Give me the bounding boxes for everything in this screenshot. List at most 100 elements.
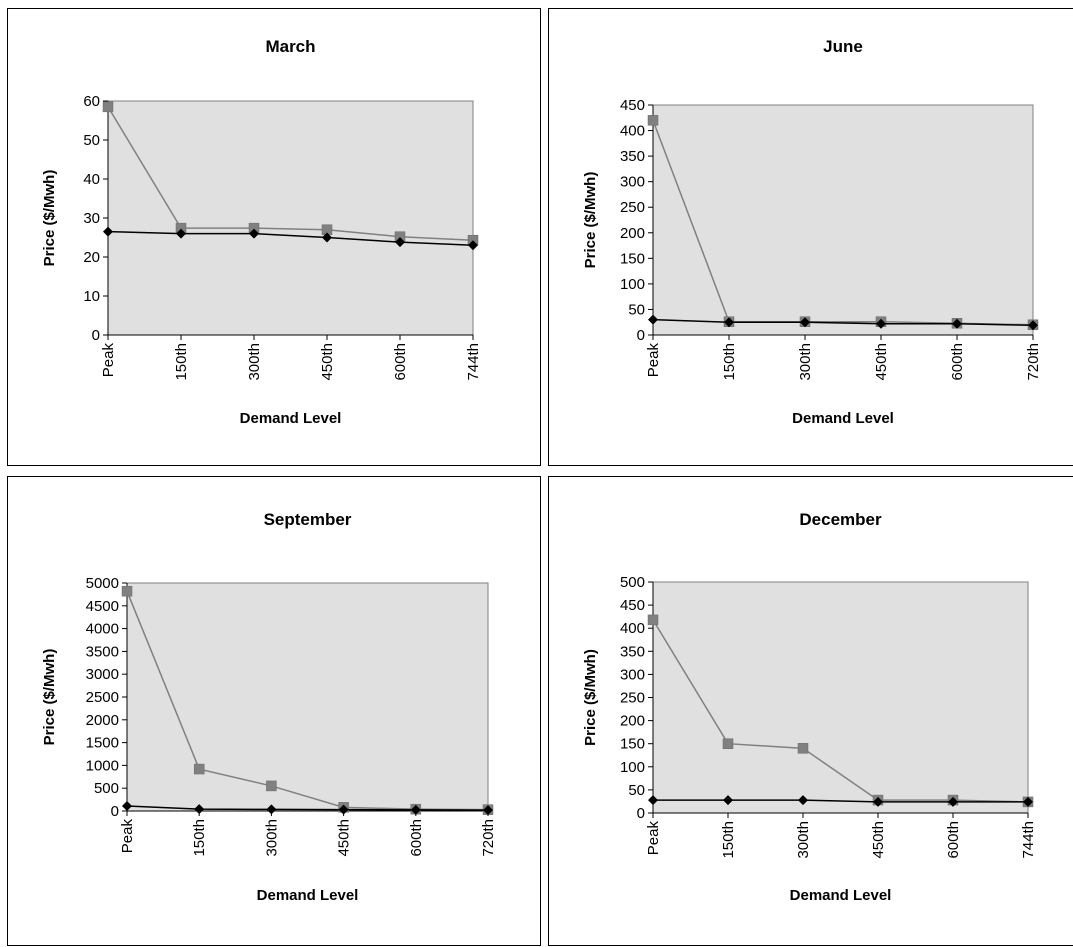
y-tick-label: 3500 bbox=[86, 643, 119, 660]
diamond-marker bbox=[338, 804, 349, 815]
diamond-marker bbox=[948, 796, 958, 807]
x-tick-label: 600th bbox=[408, 819, 425, 857]
y-tick-label: 1000 bbox=[86, 757, 119, 774]
x-axis-label: Demand Level bbox=[257, 887, 359, 904]
plot-area bbox=[652, 581, 1029, 814]
y-tick-label: 400 bbox=[620, 123, 645, 140]
chart-title: June bbox=[823, 37, 863, 56]
diamond-marker bbox=[249, 228, 259, 239]
diamond-marker bbox=[122, 800, 132, 811]
y-tick-label: 200 bbox=[620, 225, 645, 242]
square-marker bbox=[647, 614, 659, 626]
x-tick-label: Peak bbox=[645, 821, 662, 856]
y-tick-label: 10 bbox=[83, 288, 100, 305]
chart-panel-september: September 0 500 1000 1500 2000 2500 3000 3500 400… bbox=[7, 476, 541, 946]
x-tick-label: 150th bbox=[721, 343, 738, 381]
y-tick-label: 60 bbox=[83, 93, 100, 110]
diamond-marker bbox=[410, 804, 421, 815]
y-tick-label: 500 bbox=[620, 574, 645, 591]
square-marker bbox=[193, 763, 205, 775]
y-tick-label: 0 bbox=[637, 805, 645, 822]
plot-area bbox=[652, 104, 1034, 336]
y-tick-label: 4000 bbox=[86, 621, 119, 638]
y-tick-label: 5000 bbox=[86, 575, 119, 592]
x-tick-label: Peak bbox=[119, 819, 136, 854]
x-tick-label: 450th bbox=[319, 343, 336, 381]
y-tick-label: 0 bbox=[92, 327, 100, 344]
y-tick-label: 30 bbox=[83, 210, 100, 227]
chart-title: December bbox=[799, 510, 882, 529]
x-tick-label: 600th bbox=[945, 821, 962, 859]
diamond-marker bbox=[483, 805, 493, 816]
chart-panel-december: December 0 50 100 150 200 250 300 350 400 450 500 Pe… bbox=[548, 476, 1073, 946]
x-tick-label: 450th bbox=[336, 819, 353, 857]
series-line-black bbox=[107, 230, 474, 247]
diamond-marker bbox=[648, 795, 658, 806]
square-marker bbox=[102, 101, 114, 113]
x-tick-label: 300th bbox=[246, 343, 263, 381]
diamond-marker bbox=[1023, 796, 1033, 807]
x-tick-label: 450th bbox=[870, 821, 887, 859]
y-tick-label: 300 bbox=[620, 666, 645, 683]
y-tick-label: 150 bbox=[620, 250, 645, 267]
square-marker bbox=[797, 743, 809, 754]
y-tick-label: 50 bbox=[628, 301, 645, 318]
x-tick-label: 744th bbox=[465, 343, 482, 381]
y-tick-label: 450 bbox=[620, 97, 645, 114]
x-tick-label: 720th bbox=[480, 819, 497, 857]
diamond-marker bbox=[798, 795, 808, 806]
diamond-marker bbox=[395, 237, 405, 248]
y-tick-label: 0 bbox=[111, 803, 119, 820]
square-marker bbox=[121, 585, 133, 597]
chart-title: March bbox=[265, 37, 315, 56]
chart-svg-december: December 0 50 100 150 200 250 300 350 400 450 500 Pe… bbox=[582, 510, 1037, 904]
y-tick-label: 0 bbox=[637, 327, 645, 344]
y-tick-label: 100 bbox=[620, 759, 645, 776]
diamond-marker bbox=[176, 228, 186, 239]
series-line-black bbox=[126, 805, 489, 811]
diamond-marker bbox=[266, 804, 277, 815]
x-axis-label: Demand Level bbox=[240, 410, 342, 427]
x-tick-label: Peak bbox=[645, 343, 662, 378]
y-axis-label: Price ($/Mwh) bbox=[582, 649, 599, 746]
y-tick-label: 40 bbox=[83, 171, 100, 188]
y-tick-label: 300 bbox=[620, 174, 645, 191]
y-axis-label: Price ($/Mwh) bbox=[582, 172, 599, 269]
x-tick-label: 150th bbox=[191, 819, 208, 857]
y-axis-label: Price ($/Mwh) bbox=[41, 170, 58, 267]
y-tick-label: 4500 bbox=[86, 598, 119, 615]
chart-title: September bbox=[264, 510, 352, 529]
diamond-marker bbox=[648, 314, 658, 325]
y-tick-label: 450 bbox=[620, 597, 645, 614]
x-tick-label: 720th bbox=[1025, 343, 1042, 381]
x-tick-label: 300th bbox=[795, 821, 812, 859]
x-tick-label: 600th bbox=[392, 343, 409, 381]
y-tick-label: 150 bbox=[620, 736, 645, 753]
diamond-marker bbox=[723, 795, 733, 806]
y-tick-label: 350 bbox=[620, 148, 645, 165]
y-tick-label: 20 bbox=[83, 249, 100, 266]
chart-panel-june: June 0 50 100 150 200 250 300 350 400 450 Peak 150th… bbox=[548, 8, 1073, 466]
x-tick-label: 150th bbox=[173, 343, 190, 381]
square-marker bbox=[647, 115, 659, 126]
y-tick-label: 50 bbox=[628, 782, 645, 799]
x-tick-label: Peak bbox=[100, 343, 117, 378]
y-tick-label: 250 bbox=[620, 690, 645, 707]
y-tick-label: 200 bbox=[620, 713, 645, 730]
y-tick-label: 2500 bbox=[86, 689, 119, 706]
diamond-marker bbox=[1028, 320, 1038, 331]
x-axis-label: Demand Level bbox=[790, 887, 892, 904]
y-tick-label: 100 bbox=[620, 276, 645, 293]
x-tick-label: 300th bbox=[797, 343, 814, 381]
series-line-black bbox=[653, 799, 1028, 803]
diamond-marker bbox=[468, 240, 478, 251]
y-tick-label: 350 bbox=[620, 643, 645, 660]
y-tick-label: 3000 bbox=[86, 666, 119, 683]
x-tick-label: 450th bbox=[873, 343, 890, 381]
x-axis-label: Demand Level bbox=[792, 410, 894, 427]
y-axis-label: Price ($/Mwh) bbox=[41, 649, 58, 746]
series-line-gray bbox=[652, 619, 1029, 803]
x-tick-label: 744th bbox=[1020, 821, 1037, 859]
y-tick-label: 1500 bbox=[86, 735, 119, 752]
y-tick-label: 50 bbox=[83, 132, 100, 149]
